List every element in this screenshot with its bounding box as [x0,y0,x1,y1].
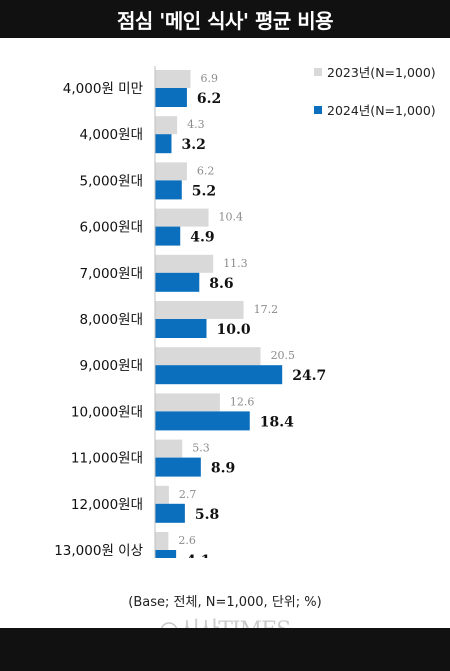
legend-item-2024: 2024년(N=1,000) [314,100,436,119]
bar-2023 [155,116,178,135]
bar-2024 [155,272,200,292]
bar-2023 [155,162,187,181]
value-label-2024: 8.6 [209,276,233,292]
value-label-2023: 5.3 [192,442,210,455]
bar-2023 [155,347,261,366]
value-label-2023: 6.2 [197,164,215,177]
value-label-2023: 20.5 [271,349,296,362]
value-label-2024: 6.2 [197,91,221,107]
bar-2024 [155,550,177,558]
bar-2024 [155,180,182,200]
value-label-2023: 10.4 [219,211,244,224]
chart-title: 점심 '메인 식사' 평균 비용 [0,0,450,38]
footnote: (Base; 전체, N=1,000, 단위; %) [128,595,322,610]
category-label: 12,000원대 [71,497,143,513]
category-label: 6,000원대 [80,220,144,236]
value-label-2023: 17.2 [254,303,279,316]
value-label-2023: 6.9 [201,72,219,85]
legend-swatch-2024 [314,105,322,114]
value-label-2023: 2.6 [178,534,196,547]
legend-item-2023: 2023년(N=1,000) [314,62,436,81]
bar-2024 [155,457,201,477]
bar-2023 [155,439,183,458]
value-label-2023: 12.6 [230,395,255,408]
legend-label-2023: 2023년(N=1,000) [327,65,436,80]
bar-2023 [155,485,169,504]
value-label-2024: 5.8 [195,507,219,523]
bar-2023 [155,70,191,88]
bar-chart: 4,000원 미만 6.9 6.2 4,000원대 4.3 3.2 5,000원대 6.2 5.… [54,66,326,558]
bar-2024 [155,365,283,385]
legend-label-2024: 2024년(N=1,000) [327,103,436,118]
category-label: 4,000원 미만 [63,81,143,97]
category-label: 7,000원대 [80,266,144,282]
bar-2023 [155,532,169,550]
value-label-2024: 8.9 [211,461,235,477]
value-label-2024: 4.9 [190,230,214,246]
bar-2023 [155,301,244,319]
bar-2024 [155,411,250,431]
category-label: 9,000원대 [80,358,144,374]
bar-2023 [155,208,209,227]
bar-2024 [155,88,187,107]
value-label-2023: 4.3 [187,118,205,131]
value-label-2024: 5.2 [192,183,216,199]
bar-2023 [155,393,220,412]
value-label-2023: 11.3 [223,257,248,270]
category-label: 8,000원대 [80,312,144,328]
bar-2023 [155,254,214,273]
value-label-2024: 18.4 [260,414,294,430]
value-label-2024: 24.7 [292,368,326,384]
category-label: 11,000원대 [71,451,143,467]
value-label-2024: 10.0 [217,322,251,338]
category-label: 10,000원대 [71,404,143,420]
bar-2024 [155,134,172,154]
category-label: 13,000원 이상 [54,543,143,558]
category-label: 4,000원대 [80,127,144,143]
bar-2024 [155,503,185,523]
value-label-2024: 4.1 [186,553,210,558]
legend-swatch-2023 [314,67,322,76]
value-label-2023: 2.7 [179,488,197,501]
category-label: 5,000원대 [80,173,144,189]
bar-2024 [155,226,181,246]
footer-bar [0,628,450,671]
bar-2024 [155,319,207,338]
value-label-2024: 3.2 [181,137,205,153]
